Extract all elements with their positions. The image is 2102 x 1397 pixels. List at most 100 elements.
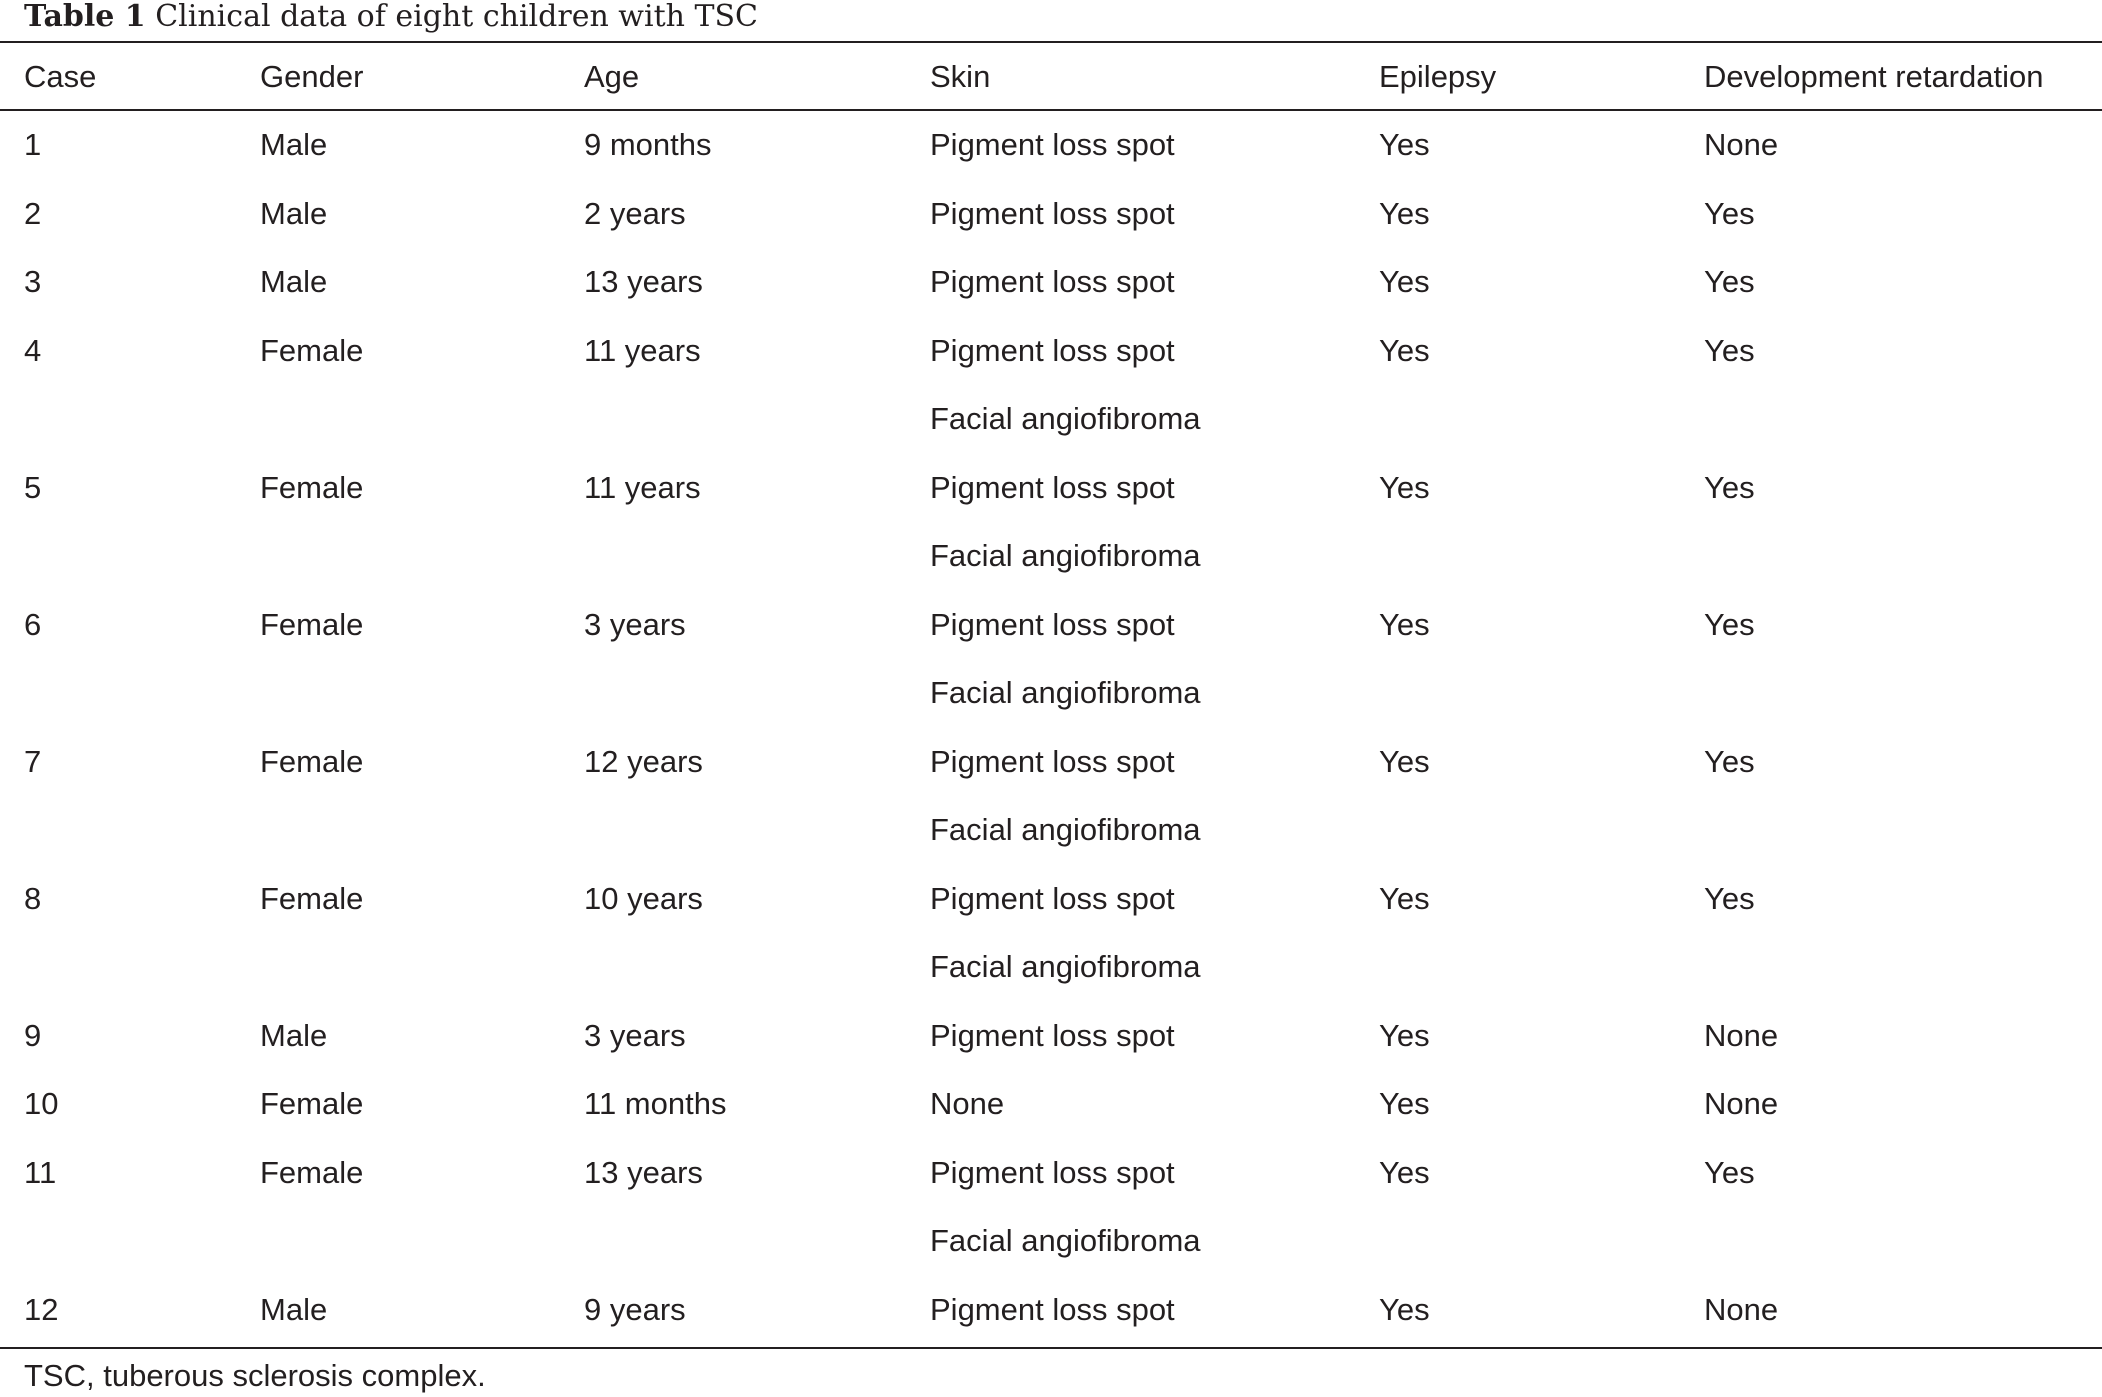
- cell-skin: Facial angiofibroma: [930, 401, 1201, 436]
- cell-skin: Pigment loss spot: [930, 127, 1175, 162]
- cell-skin: Pigment loss spot: [930, 1017, 1175, 1053]
- cell-case: 9: [24, 1017, 42, 1053]
- cell-skin: Pigment loss spot: [930, 743, 1175, 779]
- cell-skin: Facial angiofibroma: [930, 812, 1201, 847]
- cell-case: 4: [24, 332, 42, 368]
- cell-development-retardation: None: [1704, 127, 1779, 162]
- cell-development-retardation: Yes: [1704, 469, 1755, 505]
- cell-development-retardation: Yes: [1704, 264, 1755, 299]
- cell-epilepsy: Yes: [1379, 332, 1430, 368]
- cell-skin: Pigment loss spot: [930, 606, 1175, 642]
- table-row: Facial angiofibroma: [0, 385, 2102, 453]
- cell-case: 7: [24, 743, 42, 779]
- cell-development-retardation: Yes: [1704, 743, 1755, 779]
- cell-age: 10 years: [584, 880, 703, 916]
- cell-age: 2 years: [584, 195, 686, 231]
- table-row: Facial angiofibroma: [0, 796, 2102, 864]
- table-footnote: TSC, tuberous sclerosis complex.: [24, 1358, 486, 1393]
- cell-epilepsy: Yes: [1379, 1154, 1430, 1190]
- cell-age: 11 years: [584, 469, 701, 505]
- cell-gender: Male: [260, 127, 328, 162]
- cell-skin: None: [930, 1086, 1005, 1121]
- cell-age: 13 years: [584, 264, 703, 299]
- cell-epilepsy: Yes: [1379, 1291, 1430, 1327]
- cell-skin: Facial angiofibroma: [930, 949, 1201, 984]
- cell-epilepsy: Yes: [1379, 606, 1430, 642]
- cell-gender: Female: [260, 1086, 364, 1121]
- table-caption-label: Table 1: [24, 0, 146, 34]
- cell-case: 1: [24, 127, 42, 162]
- table-row: 9 Male 3 years Pigment loss spot Yes None: [0, 1002, 2102, 1070]
- cell-skin: Facial angiofibroma: [930, 538, 1201, 573]
- cell-development-retardation: None: [1704, 1291, 1779, 1327]
- table-row: 5 Female 11 years Pigment loss spot Yes Yes: [0, 454, 2102, 522]
- cell-epilepsy: Yes: [1379, 743, 1430, 779]
- cell-development-retardation: Yes: [1704, 606, 1755, 642]
- table-bottom-rule: [0, 1347, 2102, 1349]
- cell-development-retardation: Yes: [1704, 880, 1755, 916]
- cell-case: 11: [24, 1154, 57, 1190]
- cell-age: 11 months: [584, 1086, 727, 1121]
- cell-epilepsy: Yes: [1379, 195, 1430, 231]
- table-row: Facial angiofibroma: [0, 1207, 2102, 1275]
- cell-development-retardation: None: [1704, 1017, 1779, 1053]
- header-epilepsy: Epilepsy: [1379, 59, 1497, 94]
- cell-development-retardation: Yes: [1704, 332, 1755, 368]
- table-header-row: Case Gender Age Skin Epilepsy Developmen…: [0, 43, 2102, 111]
- cell-skin: Pigment loss spot: [930, 880, 1175, 916]
- cell-age: 3 years: [584, 1017, 686, 1053]
- cell-case: 10: [24, 1086, 59, 1121]
- table-caption: Table 1 Clinical data of eight children …: [24, 0, 758, 40]
- cell-development-retardation: Yes: [1704, 195, 1755, 231]
- cell-gender: Female: [260, 1154, 364, 1190]
- table-row: 3 Male 13 years Pigment loss spot Yes Yes: [0, 248, 2102, 316]
- cell-gender: Male: [260, 264, 328, 299]
- cell-skin: Pigment loss spot: [930, 332, 1175, 368]
- header-gender: Gender: [260, 59, 364, 94]
- cell-skin: Pigment loss spot: [930, 1291, 1175, 1327]
- table-row: 2 Male 2 years Pigment loss spot Yes Yes: [0, 180, 2102, 248]
- cell-gender: Male: [260, 195, 328, 231]
- table-row: 8 Female 10 years Pigment loss spot Yes Yes: [0, 865, 2102, 933]
- table-top-rule: [0, 41, 2102, 43]
- table-row: 7 Female 12 years Pigment loss spot Yes Yes: [0, 728, 2102, 796]
- cell-case: 12: [24, 1291, 59, 1327]
- cell-gender: Female: [260, 880, 364, 916]
- cell-skin: Pigment loss spot: [930, 195, 1175, 231]
- header-age: Age: [584, 59, 640, 94]
- table-row: 6 Female 3 years Pigment loss spot Yes Yes: [0, 591, 2102, 659]
- cell-epilepsy: Yes: [1379, 1017, 1430, 1053]
- cell-epilepsy: Yes: [1379, 127, 1430, 162]
- table-row: 4 Female 11 years Pigment loss spot Yes Yes: [0, 317, 2102, 385]
- cell-gender: Female: [260, 469, 364, 505]
- cell-age: 12 years: [584, 743, 703, 779]
- cell-gender: Female: [260, 606, 364, 642]
- cell-age: 3 years: [584, 606, 686, 642]
- header-development-retardation: Development retardation: [1704, 59, 2044, 94]
- cell-skin: Facial angiofibroma: [930, 675, 1201, 710]
- cell-case: 8: [24, 880, 42, 916]
- cell-age: 9 months: [584, 127, 712, 162]
- header-skin: Skin: [930, 59, 991, 94]
- cell-case: 3: [24, 264, 42, 299]
- cell-skin: Pigment loss spot: [930, 1154, 1175, 1190]
- table-row: 12 Male 9 years Pigment loss spot Yes None: [0, 1276, 2102, 1344]
- cell-epilepsy: Yes: [1379, 264, 1430, 299]
- header-case: Case: [24, 59, 97, 94]
- table-header-rule: [0, 109, 2102, 111]
- cell-gender: Male: [260, 1017, 328, 1053]
- cell-age: 11 years: [584, 332, 701, 368]
- table-row: Facial angiofibroma: [0, 522, 2102, 590]
- cell-development-retardation: None: [1704, 1086, 1779, 1121]
- cell-skin: Pigment loss spot: [930, 264, 1175, 299]
- cell-case: 6: [24, 606, 42, 642]
- cell-case: 5: [24, 469, 42, 505]
- cell-skin: Facial angiofibroma: [930, 1223, 1201, 1258]
- cell-skin: Pigment loss spot: [930, 469, 1175, 505]
- table-caption-text: Clinical data of eight children with TSC: [155, 0, 759, 34]
- cell-gender: Female: [260, 332, 364, 368]
- table-row: Facial angiofibroma: [0, 933, 2102, 1001]
- cell-gender: Female: [260, 743, 364, 779]
- cell-age: 9 years: [584, 1291, 686, 1327]
- cell-epilepsy: Yes: [1379, 880, 1430, 916]
